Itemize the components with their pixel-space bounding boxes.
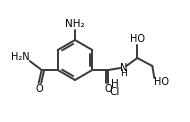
Text: HO: HO: [130, 34, 145, 44]
Text: Cl: Cl: [110, 87, 120, 97]
Text: O: O: [36, 83, 44, 93]
Text: H₂N: H₂N: [11, 52, 30, 62]
Text: H: H: [111, 79, 119, 89]
Text: HO: HO: [154, 77, 169, 87]
Text: O: O: [105, 83, 112, 93]
Text: NH₂: NH₂: [65, 19, 85, 29]
Text: H: H: [120, 70, 127, 78]
Text: N: N: [120, 63, 127, 73]
